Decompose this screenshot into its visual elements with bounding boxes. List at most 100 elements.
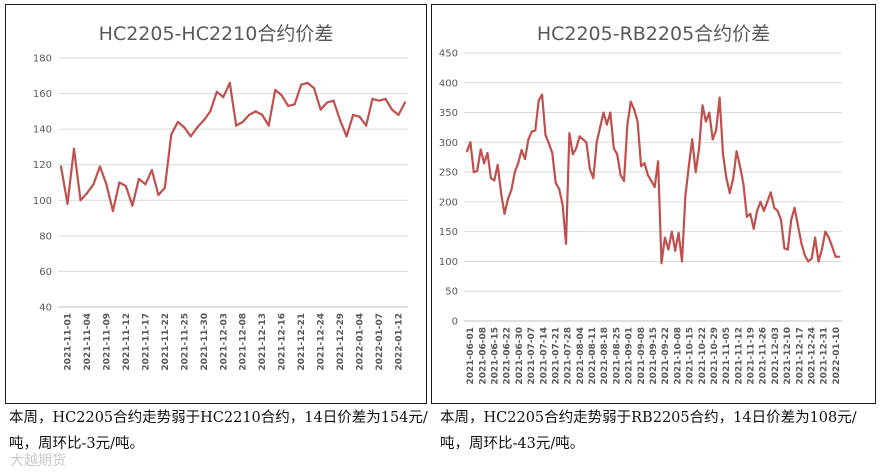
chart1-data-point	[578, 135, 581, 138]
chart1-data-point	[773, 206, 776, 209]
chart0-data-point	[85, 192, 89, 195]
chart1-ytick-label: 400	[439, 78, 458, 89]
chart1-data-point	[721, 153, 725, 156]
chart1-data-point	[820, 248, 823, 251]
chart1-data-point	[698, 147, 701, 150]
chart0-ytick-label: 140	[33, 125, 52, 136]
caption-left: 本周，HC2205合约走势弱于HC2210合约，14日价差为154元/吨，周环比…	[9, 410, 428, 452]
chart1-data-point	[517, 162, 520, 165]
chart1-data-point	[493, 179, 496, 182]
chart1-xtick-label: 2021-12-10	[783, 327, 793, 385]
chart1-data-point	[837, 255, 841, 258]
chart-panel-right: HC2205-RB2205合约价差 0 50 100 150 200 250 300 350 4…	[431, 4, 876, 404]
chart1-xtick-label: 2021-06-15	[490, 327, 500, 385]
chart1-xtick-label: 2021-10-15	[686, 327, 696, 385]
chart1-data-point	[575, 147, 578, 150]
chart1-data-point	[732, 177, 735, 180]
chart1-data-point	[564, 242, 568, 245]
chart0-data-point	[79, 199, 82, 202]
chart1-data-point	[527, 138, 530, 141]
chart1-data-point	[619, 174, 622, 177]
chart1-ytick-label: 50	[445, 287, 458, 298]
chart1-ytick-label: 200	[439, 197, 458, 208]
chart1-data-point	[571, 153, 574, 156]
chart1-data-point	[640, 165, 643, 168]
chart1-data-point	[752, 227, 755, 230]
chart1-xtick-label: 2021-07-14	[539, 327, 549, 385]
chart1-data-point	[803, 254, 806, 257]
chart1-data-point	[670, 230, 673, 233]
chart1-data-point	[483, 162, 486, 165]
chart0-data-point	[124, 185, 127, 188]
chart1-data-point	[530, 130, 533, 133]
chart1-data-point	[650, 179, 653, 183]
chart0-data-point	[377, 99, 381, 102]
chart1-data-point	[674, 249, 677, 252]
chart1-data-point	[824, 230, 827, 233]
chart0-ytick-label: 100	[33, 196, 52, 207]
chart1-xtick-label: 2021-11-26	[759, 327, 769, 385]
chart1-data-point	[684, 194, 687, 197]
chart0-data-point	[371, 97, 374, 100]
watermark: 大越期货	[10, 453, 66, 469]
chart1-xtick-label: 2021-12-24	[808, 327, 818, 385]
chart0-ytick-label: 60	[39, 267, 52, 278]
chart1-xtick-label: 2021-06-30	[515, 327, 525, 385]
chart1-xtick-label: 2021-06-08	[478, 327, 488, 385]
chart1-data-point	[653, 185, 656, 189]
chart1-xtick-label: 2022-01-10	[832, 327, 842, 385]
chart1-data-point	[581, 138, 585, 141]
chart1-data-point	[465, 150, 469, 153]
chart0-xtick-label: 2022-01-07	[375, 313, 385, 371]
chart1-xtick-label: 2021-09-15	[649, 327, 659, 385]
chart1-data-point	[793, 206, 796, 209]
chart1-data-point	[680, 260, 684, 263]
chart1-data-point	[657, 160, 660, 163]
chart0-xtick-label: 2021-12-29	[336, 313, 346, 371]
chart0-data-point	[202, 119, 205, 122]
chart0-data-point	[339, 119, 342, 122]
chart0-data-point	[267, 124, 270, 127]
chart0-data-point	[98, 165, 101, 168]
chart1-data-point	[677, 231, 680, 234]
chart-left: 40 60 80 100 120 140 160 180 2021-11-01 2021-11-0…	[33, 54, 408, 371]
chart1-ytick-label: 0	[452, 317, 458, 328]
chart0-ytick-label: 80	[39, 231, 52, 242]
chart1-xtick-label: 2021-08-11	[588, 327, 598, 385]
chart0-data-point	[150, 169, 153, 172]
chart0-xtick-label: 2021-11-04	[83, 313, 93, 371]
chart1-data-point	[500, 191, 503, 195]
chart1-data-point	[831, 245, 834, 248]
chart0-data-point	[326, 101, 329, 104]
chart0-data-point	[261, 113, 264, 116]
chart1-xtick-label: 2021-06-01	[466, 327, 476, 385]
chart1-xtick-label: 2021-09-01	[625, 327, 635, 385]
chart0-data-point	[215, 90, 218, 93]
chart1-data-point	[547, 142, 550, 145]
chart1-data-point	[513, 171, 516, 174]
chart1-data-point	[588, 168, 591, 171]
chart1-xtick-label: 2021-10-22	[698, 327, 708, 385]
chart-title-right: HC2205-RB2205合约价差	[536, 23, 771, 45]
chart1-data-point	[701, 104, 704, 107]
chart1-data-point	[503, 212, 506, 215]
chart1-data-point	[725, 177, 728, 180]
chart1-data-point	[544, 134, 547, 137]
chart1-data-point	[704, 120, 707, 123]
chart1-data-point	[537, 99, 540, 102]
chart0-data-point	[118, 181, 121, 184]
chart1-data-point	[827, 236, 830, 239]
chart1-xtick-label: 2021-11-12	[734, 327, 744, 385]
chart0-data-point	[137, 177, 140, 180]
chart1-ytick-label: 100	[439, 257, 458, 268]
chart1-data-point	[643, 162, 646, 165]
chart0-xtick-label: 2021-12-16	[278, 313, 288, 371]
chart1-data-point	[585, 141, 588, 144]
chart1-data-point	[489, 177, 492, 180]
chart0-ytick-label: 40	[39, 303, 52, 314]
chart0-xtick-label: 2021-11-22	[161, 313, 171, 371]
chart0-data-point	[66, 202, 69, 205]
chart1-data-point	[551, 152, 554, 155]
chart1-data-point	[667, 248, 670, 251]
chart1-data-point	[762, 209, 765, 212]
